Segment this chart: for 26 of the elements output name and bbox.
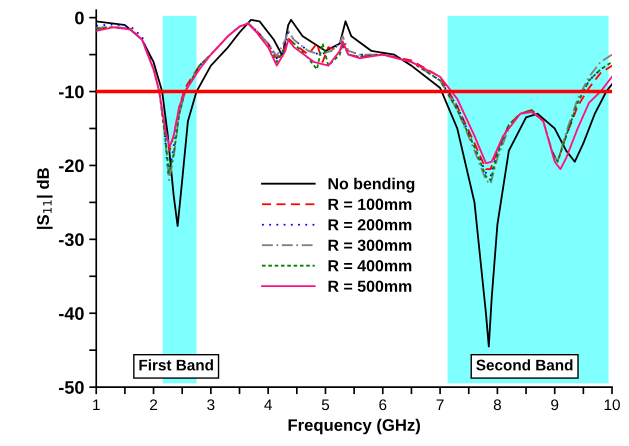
legend-label: R = 300mm	[328, 240, 412, 251]
legend-label: R = 100mm	[328, 198, 412, 210]
x-tick-label: 10	[604, 399, 620, 410]
x-tick-label: 1	[93, 399, 100, 410]
legend-label: No bending	[328, 178, 414, 193]
x-tick-label: 3	[207, 399, 214, 410]
y-tick-label: -20	[59, 159, 84, 172]
x-tick-label: 9	[551, 399, 558, 410]
y-tick-label: -50	[59, 381, 84, 394]
band-label: Second Band	[476, 359, 572, 370]
x-tick-label: 8	[494, 399, 501, 410]
y-axis-title: |S$_{11}$| dB	[36, 168, 53, 229]
x-tick-label: 6	[379, 399, 386, 410]
x-tick-label: 5	[322, 399, 330, 410]
x-tick-label: 4	[264, 399, 272, 410]
legend-label: R = 500mm	[328, 280, 412, 292]
x-tick-label: 7	[436, 399, 444, 410]
legend-label: R = 400mm	[328, 260, 412, 272]
y-tick-label: -30	[59, 233, 84, 246]
y-tick-label: -40	[59, 307, 84, 320]
band-label: First Band	[139, 359, 213, 370]
y-tick-label: 0	[75, 12, 84, 24]
y-tick-label: -10	[59, 85, 84, 98]
x-tick-label: 2	[150, 399, 158, 410]
legend-label: R = 200mm	[328, 219, 412, 230]
x-axis-title: Frequency (GHz)	[288, 418, 420, 434]
